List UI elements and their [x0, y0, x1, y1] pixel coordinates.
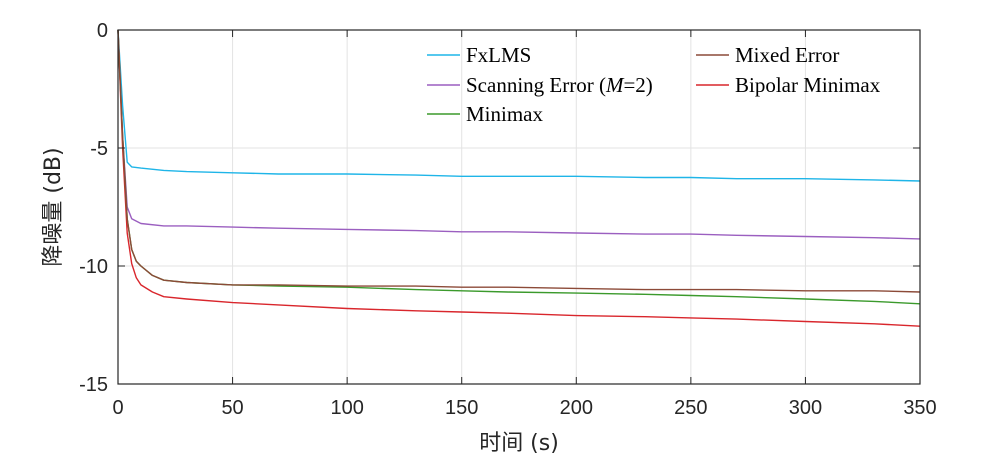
plot-area	[118, 30, 920, 384]
tick-marks	[117, 29, 921, 385]
x-tick-label: 100	[330, 397, 363, 419]
x-tick-label: 200	[560, 397, 593, 419]
plot-frame	[117, 29, 921, 385]
x-tick-label: 350	[903, 397, 936, 419]
x-tick-label: 50	[221, 397, 243, 419]
series-layer	[117, 29, 921, 327]
series-line-bipolar-minimax	[117, 29, 921, 327]
y-tick-label: 0	[97, 20, 108, 42]
y-axis-label: 降噪量 (dB)	[41, 147, 66, 266]
series-line-scanning-error-m-2	[117, 29, 921, 240]
y-tick-label: -15	[79, 374, 108, 396]
legend-label-fxlms: FxLMS	[466, 43, 531, 67]
x-axis-label: 时间 (s)	[479, 431, 559, 456]
legend-label-mixed-error: Mixed Error	[735, 43, 839, 67]
y-tick-label: -10	[79, 256, 108, 278]
x-tick-label: 250	[674, 397, 707, 419]
y-tick-label: -5	[90, 138, 108, 160]
legend-label-minimax: Minimax	[466, 102, 543, 126]
legend: FxLMS Scanning Error (M=2) Minimax Mixed Er…	[427, 43, 881, 126]
legend-label-scanning-error-m-2: Scanning Error (M=2)	[466, 73, 653, 97]
legend-label-bipolar-minimax: Bipolar Minimax	[735, 73, 881, 97]
x-tick-label: 300	[789, 397, 822, 419]
tick-labels: 0 50 100 150 200 250 300 350 -15 -10 -5 0	[79, 20, 937, 419]
series-line-mixed-error	[117, 29, 921, 293]
x-tick-label: 150	[445, 397, 478, 419]
x-tick-label: 0	[112, 397, 123, 419]
series-line-fxlms	[117, 29, 921, 182]
